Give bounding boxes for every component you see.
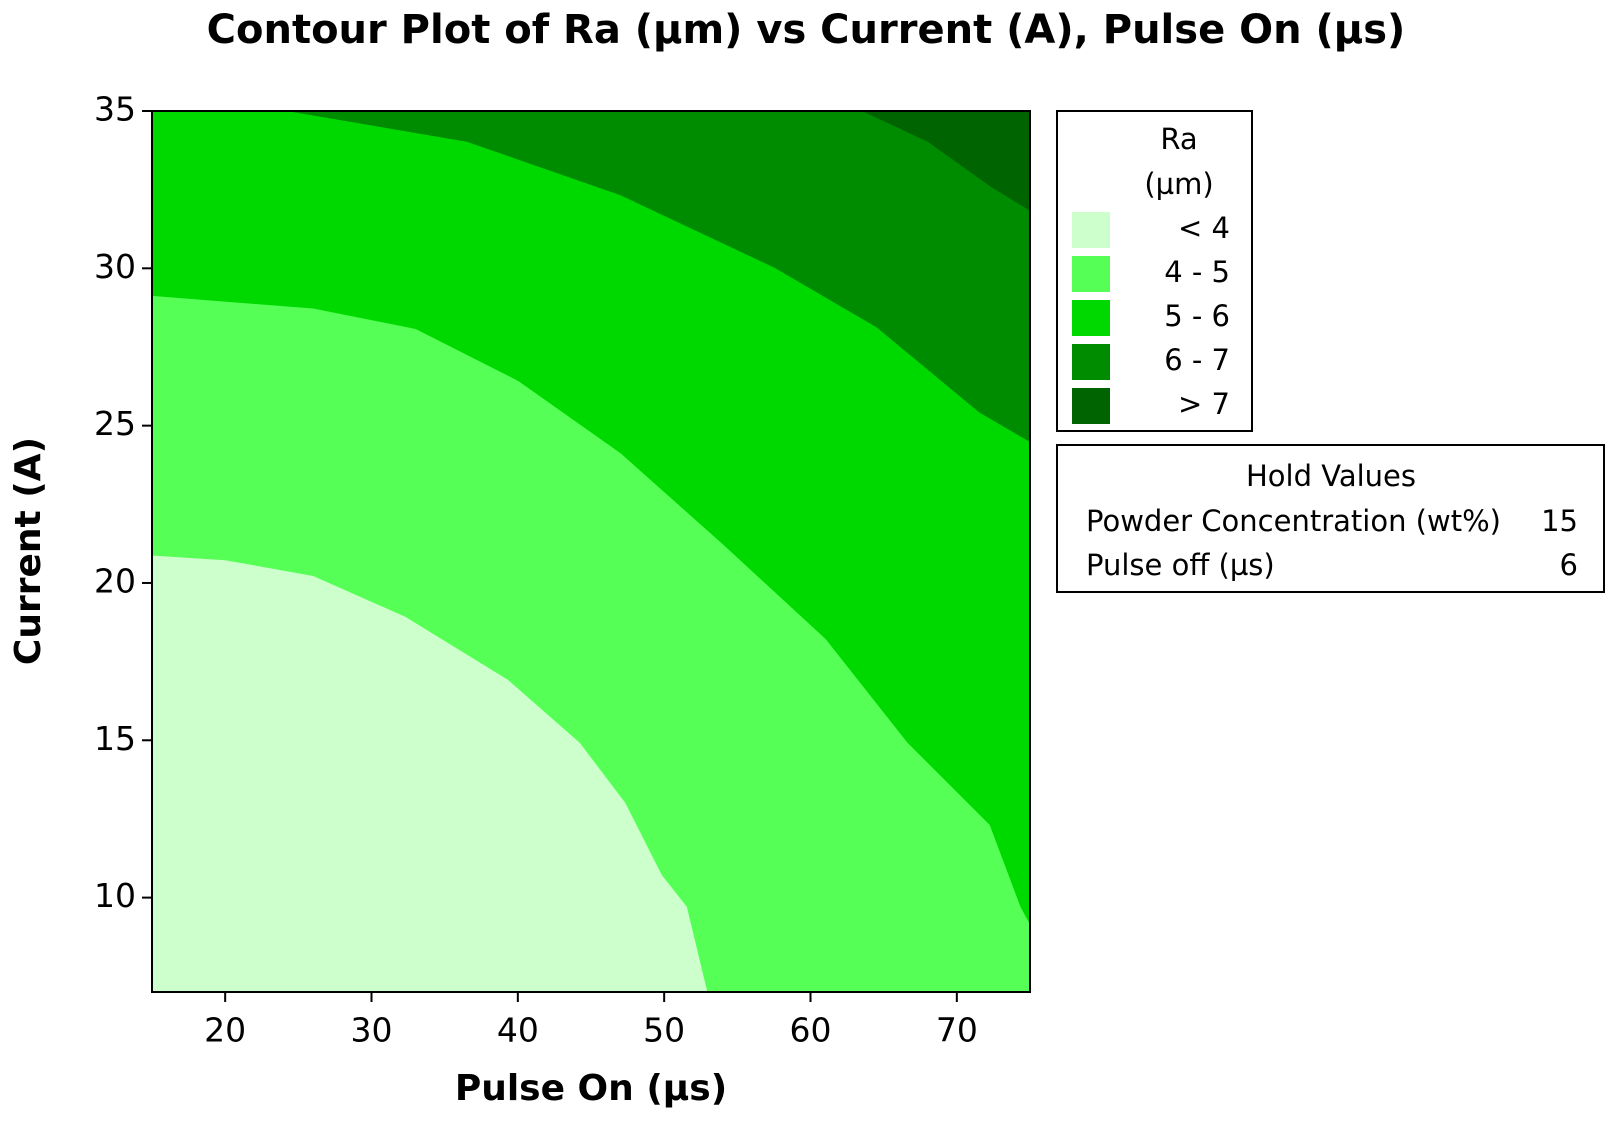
legend-title: (µm) <box>1144 167 1213 201</box>
contour-line <box>151 555 708 993</box>
y-tick-label: 20 <box>94 561 136 600</box>
x-tick-label: 70 <box>936 1011 978 1050</box>
x-axis-label: Pulse On (µs) <box>455 1068 727 1109</box>
legend-label: 6 - 7 <box>1164 343 1230 377</box>
legend-swatch <box>1072 256 1110 292</box>
legend-label: < 4 <box>1178 211 1230 245</box>
contour-line <box>151 295 1031 927</box>
x-tick-label: 60 <box>790 1011 832 1050</box>
plot-frame <box>151 110 1031 993</box>
x-tick-label: 50 <box>643 1011 685 1050</box>
x-tick-label: 40 <box>497 1011 539 1050</box>
contour-line <box>282 110 1031 444</box>
legend-title: Ra <box>1160 122 1197 156</box>
hold-values-box <box>1056 444 1605 593</box>
y-axis-label: Current (A) <box>8 437 49 665</box>
legend-swatch <box>1072 344 1110 380</box>
y-tick-label: 30 <box>94 247 136 286</box>
hold-value: 15 <box>1541 504 1578 538</box>
hold-name: Powder Concentration (wt%) <box>1086 504 1501 538</box>
y-tick-label: 15 <box>94 719 136 758</box>
contour-line <box>859 110 1031 213</box>
legend-swatch <box>1072 212 1110 248</box>
legend-swatch <box>1072 300 1110 336</box>
hold-values-title: Hold Values <box>1246 459 1416 493</box>
contour-region <box>152 111 1030 992</box>
legend-label: 5 - 6 <box>1164 299 1230 333</box>
x-tick-label: 30 <box>351 1011 393 1050</box>
hold-name: Pulse off (µs) <box>1086 548 1275 582</box>
x-tick-label: 20 <box>204 1011 246 1050</box>
legend-swatch <box>1072 388 1110 424</box>
legend-label: 4 - 5 <box>1164 255 1230 289</box>
y-tick-label: 35 <box>94 90 136 129</box>
hold-value: 6 <box>1560 548 1578 582</box>
y-tick-label: 10 <box>94 876 136 915</box>
chart-title: Contour Plot of Ra (µm) vs Current (A), … <box>207 7 1406 53</box>
y-tick-label: 25 <box>94 404 136 443</box>
legend-label: > 7 <box>1178 387 1230 421</box>
legend-box <box>1056 110 1253 432</box>
